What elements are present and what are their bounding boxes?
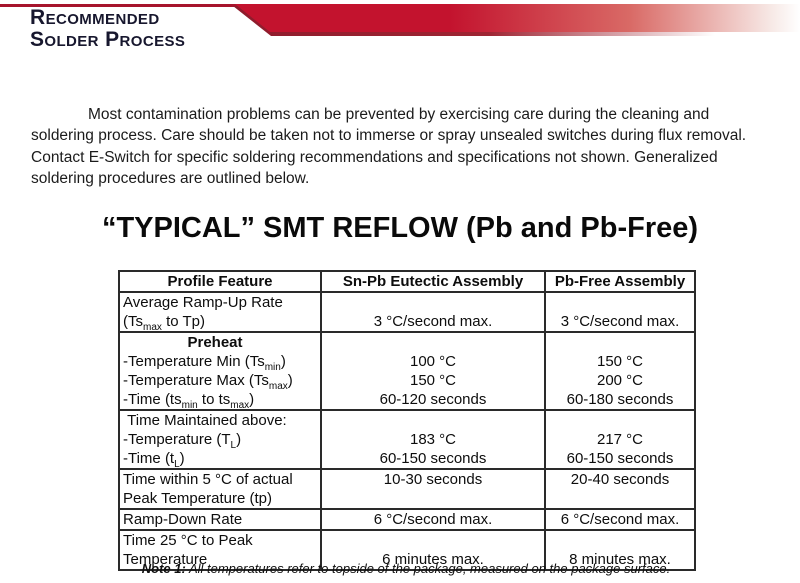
reflow-profile-table: Profile Feature Sn-Pb Eutectic Assembly Pb… <box>118 270 696 571</box>
cell-line: Temperature <box>123 551 208 568</box>
pbfree-cell: 8 minutes max. <box>544 529 696 571</box>
cell-line: Time Maintained above: <box>123 412 287 429</box>
snpb-cell: 6 minutes max. <box>320 529 546 571</box>
table-row: Average Ramp-Up Rate (Tsmax to Tp) 3 °C/se… <box>118 291 696 333</box>
cell-line: -Time (tsmin to tsmax) <box>123 391 255 411</box>
cell-line: 20-40 seconds <box>570 471 670 488</box>
cell-line: 183 °C <box>409 431 457 448</box>
cell-line: Preheat <box>187 334 243 351</box>
cell-line: -Temperature Min (Tsmin) <box>123 353 286 373</box>
table-row: Time 25 °C to Peak Temperature 6 minutes m… <box>118 529 696 571</box>
cell-line: Time within 5 °C of actual <box>123 471 293 488</box>
cell-line: 150 °C <box>596 353 644 370</box>
cell-line: Ramp-Down Rate <box>123 511 243 528</box>
table-row: Preheat -Temperature Min (Tsmin) -Temperat… <box>118 331 696 411</box>
cell-line: (Tsmax to Tp) <box>123 313 205 333</box>
column-header-0: Profile Feature <box>118 270 322 293</box>
feature-cell: Preheat -Temperature Min (Tsmin) -Temperat… <box>118 331 322 411</box>
banner-thin-line <box>0 4 252 7</box>
table-header-row: Profile Feature Sn-Pb Eutectic Assembly Pb… <box>118 270 696 293</box>
page-heading: Recommended Solder Process <box>30 7 185 51</box>
pbfree-cell: 3 °C/second max. <box>544 291 696 333</box>
cell-line: -Time (tL) <box>123 450 185 470</box>
page-heading-line2: Solder Process <box>30 28 186 51</box>
cell-line: Peak Temperature (tp) <box>123 490 272 507</box>
cell-line: Average Ramp-Up Rate <box>123 294 283 311</box>
pbfree-cell: 217 °C 60-150 seconds <box>544 409 696 470</box>
header-banner: Recommended Solder Process <box>0 0 800 51</box>
cell-line: 60-120 seconds <box>379 391 487 408</box>
cell-line: 60-180 seconds <box>566 391 674 408</box>
reflow-table-body: Average Ramp-Up Rate (Tsmax to Tp) 3 °C/se… <box>118 291 696 571</box>
column-header-1: Sn-Pb Eutectic Assembly <box>320 270 546 293</box>
table-note: Note 1: All temperatures refer to topsid… <box>112 561 700 576</box>
cell-line: 200 °C <box>596 372 644 389</box>
snpb-cell: 183 °C 60-150 seconds <box>320 409 546 470</box>
cell-line: 6 minutes max. <box>382 551 484 568</box>
reflow-table-head: Profile Feature Sn-Pb Eutectic Assembly Pb… <box>118 270 696 293</box>
banner-red-shape <box>235 4 800 32</box>
snpb-cell: 100 °C 150 °C 60-120 seconds <box>320 331 546 411</box>
cell-line: 60-150 seconds <box>379 450 487 467</box>
snpb-cell: 6 °C/second max. <box>320 508 546 531</box>
intro-paragraph: Most contamination problems can be preve… <box>31 105 747 188</box>
feature-cell: Average Ramp-Up Rate (Tsmax to Tp) <box>118 291 322 333</box>
cell-line: 3 °C/second max. <box>373 313 493 330</box>
cell-line: 100 °C <box>409 353 457 370</box>
cell-line: 6 °C/second max. <box>373 511 493 528</box>
table-row: Ramp-Down Rate 6 °C/second max. 6 °C/secon… <box>118 508 696 531</box>
table-title: “TYPICAL” SMT REFLOW (Pb and Pb-Free) <box>101 212 699 244</box>
cell-line: 3 °C/second max. <box>560 313 680 330</box>
note-text: All temperatures refer to topside of the… <box>185 561 671 576</box>
feature-cell: Ramp-Down Rate <box>118 508 322 531</box>
note-label: Note 1: <box>141 561 186 576</box>
feature-cell: Time within 5 °C of actual Peak Temperatu… <box>118 468 322 510</box>
cell-line: 60-150 seconds <box>566 450 674 467</box>
cell-line: 8 minutes max. <box>569 551 671 568</box>
pbfree-cell: 150 °C 200 °C 60-180 seconds <box>544 331 696 411</box>
table-row: Time Maintained above: -Temperature (TL) -… <box>118 409 696 470</box>
cell-line: -Temperature Max (Tsmax) <box>123 372 293 392</box>
pbfree-cell: 6 °C/second max. <box>544 508 696 531</box>
column-header-2: Pb-Free Assembly <box>544 270 696 293</box>
snpb-cell: 3 °C/second max. <box>320 291 546 333</box>
pbfree-cell: 20-40 seconds <box>544 468 696 510</box>
page-heading-line1: Recommended <box>30 6 160 29</box>
cell-line: 10-30 seconds <box>383 471 483 488</box>
table-row: Time within 5 °C of actual Peak Temperatu… <box>118 468 696 510</box>
cell-line: 217 °C <box>596 431 644 448</box>
feature-cell: Time Maintained above: -Temperature (TL) -… <box>118 409 322 470</box>
feature-cell: Time 25 °C to Peak Temperature <box>118 529 322 571</box>
cell-line: Time 25 °C to Peak <box>123 532 253 549</box>
snpb-cell: 10-30 seconds <box>320 468 546 510</box>
cell-line: 6 °C/second max. <box>560 511 680 528</box>
cell-line: -Temperature (TL) <box>123 431 242 451</box>
cell-line: 150 °C <box>409 372 457 389</box>
